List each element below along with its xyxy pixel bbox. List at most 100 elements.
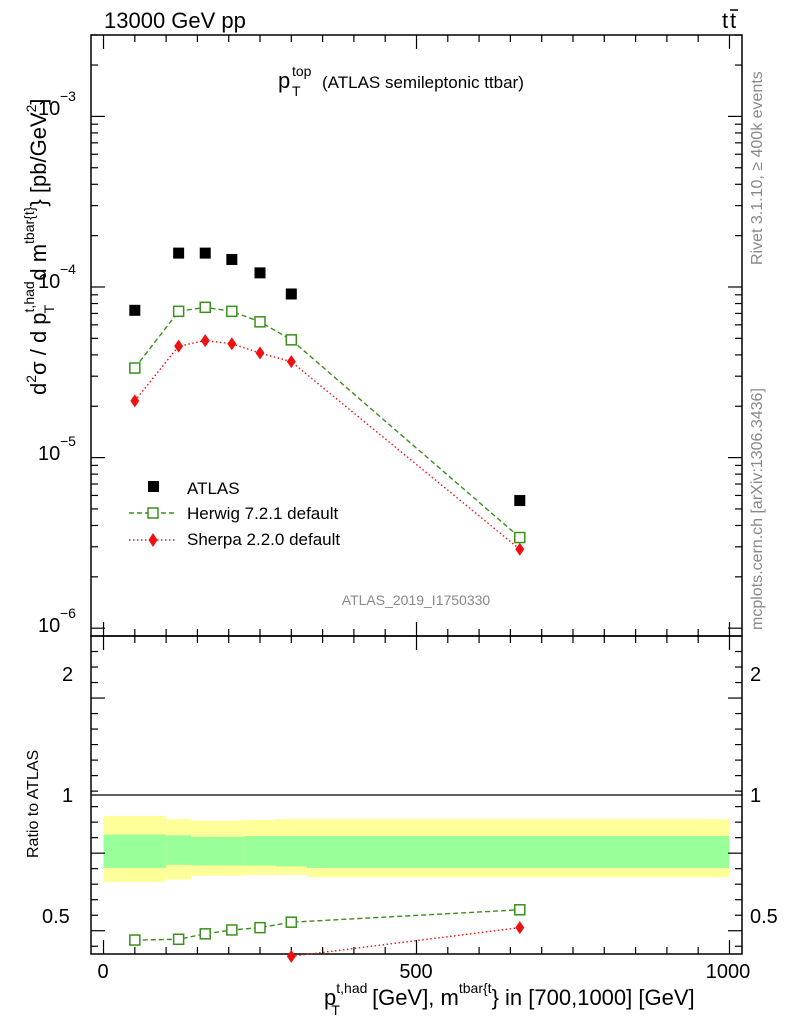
ylabel-sigma: σ / d p	[26, 312, 51, 375]
data-series	[129, 247, 526, 963]
ratio-band-inner-3	[219, 836, 245, 866]
point-herwig-7-2-1-default-1	[172, 305, 185, 318]
legend-herwig-marker	[147, 507, 159, 519]
ratio-point-herwig-7-2-1-default-1	[172, 933, 185, 946]
plot-title: p top T (ATLAS semileptonic ttbar)	[278, 63, 524, 99]
ratio-band-inner-1	[166, 835, 192, 865]
ytick-1e-4-exp: −4	[60, 261, 76, 277]
point-herwig-7-2-1-default-5	[285, 334, 298, 346]
point-sherpa-2-2-0-default-5	[286, 355, 296, 369]
title-p: p	[278, 68, 290, 93]
ratio-y-tick-labels: 2 1 0.5 2 1 0.5	[42, 664, 778, 928]
xlabel-sub: T	[331, 1002, 340, 1018]
legend: ATLAS Herwig 7.2.1 default Sherpa 2.2.0 …	[129, 479, 340, 549]
legend-atlas-marker	[148, 481, 159, 492]
rivet-version-label: Rivet 3.1.10, ≥ 400k events	[749, 71, 766, 265]
ratio-point-herwig-7-2-1-default-6	[514, 904, 526, 916]
ratio-point-herwig-7-2-1-default-2	[199, 928, 211, 940]
header-process-label: t t	[722, 8, 738, 33]
point-atlas-5	[285, 288, 297, 300]
ytick-1e-6-base: 10	[38, 615, 60, 637]
header-t: t	[722, 8, 728, 33]
title-sub: T	[292, 83, 301, 99]
ratio-point-herwig-7-2-1-default-3	[226, 924, 238, 936]
ratio-y-axis-label: Ratio to ATLAS	[25, 750, 42, 858]
point-atlas-0	[129, 304, 141, 316]
header-collision-label: 13000 GeV pp	[104, 8, 246, 33]
series-line-herwig-7-2-1-default	[134, 306, 521, 539]
ytick-1e-3-base: 10	[38, 98, 60, 120]
axis-ticks	[91, 34, 742, 954]
ratio-line-sherpa-2-2-0-default	[291, 926, 520, 958]
point-atlas-2	[199, 247, 211, 259]
x-tick-labels: 0 500 1000	[97, 961, 750, 983]
ratio-point-sherpa-2-2-0-default-1	[515, 921, 525, 935]
ytick-1e-5-base: 10	[38, 443, 60, 465]
point-herwig-7-2-1-default-4	[254, 316, 266, 328]
title-sup: top	[292, 63, 312, 79]
ytick-1e-6-exp: −6	[60, 605, 76, 621]
ylabel-sup2: tbar{t}	[21, 206, 37, 244]
ytick-1e-3-exp: −3	[60, 88, 76, 104]
ratio-band-inner-0	[103, 834, 167, 868]
legend-herwig-label: Herwig 7.2.1 default	[187, 504, 338, 523]
point-sherpa-2-2-0-default-2	[200, 334, 210, 348]
ratio-band-inner-6	[306, 836, 730, 868]
xtick-500: 500	[399, 961, 432, 983]
ratio-point-herwig-7-2-1-default-4	[254, 921, 266, 934]
main-y-axis-label: d2σ / d pt,had T d mtbar{t}} [pb/GeV2]	[21, 98, 57, 395]
ylabel-sq: 2	[23, 375, 39, 383]
point-sherpa-2-2-0-default-1	[174, 339, 184, 353]
main-y-tick-labels: 10 −3 10 −4 10 −5 10 −6	[38, 88, 76, 637]
ratio-ytick-1-left: 1	[62, 785, 73, 807]
ratio-band-inner-5	[275, 836, 307, 867]
point-atlas-4	[254, 267, 266, 279]
point-herwig-7-2-1-default-3	[226, 305, 238, 318]
point-sherpa-2-2-0-default-6	[515, 542, 525, 556]
point-herwig-7-2-1-default-2	[199, 301, 211, 314]
ratio-band-inner-4	[244, 836, 276, 866]
ratio-ytick-05-left: 0.5	[42, 906, 70, 928]
point-atlas-3	[226, 253, 238, 265]
point-herwig-7-2-1-default-0	[129, 362, 141, 374]
legend-atlas-label: ATLAS	[187, 479, 240, 498]
xlabel-mid: [GeV], m	[366, 985, 459, 1010]
ratio-ytick-2-right: 2	[750, 664, 761, 686]
header-tbar: t	[730, 8, 736, 33]
xlabel-p: p	[324, 985, 336, 1010]
ratio-point-herwig-7-2-1-default-0	[129, 934, 141, 946]
ytick-1e-5-exp: −5	[60, 433, 76, 449]
ylabel-close: } [pb/GeV	[26, 112, 51, 207]
point-atlas-6	[514, 495, 526, 507]
point-sherpa-2-2-0-default-4	[255, 346, 265, 360]
ylabel-d: d	[26, 383, 51, 395]
xlabel-sup1: t,had	[336, 980, 367, 996]
ratio-ytick-2-left: 2	[62, 664, 73, 686]
x-axis-label: pt,had T [GeV], mtbar{t} in [700,1000] [G…	[324, 980, 695, 1018]
point-sherpa-2-2-0-default-3	[227, 337, 237, 351]
ylabel-sub1: T	[41, 304, 57, 313]
xtick-0: 0	[97, 961, 108, 983]
ylabel-end: ]	[26, 98, 51, 104]
xlabel-end: } in [700,1000] [GeV]	[492, 985, 695, 1010]
analysis-id-label: ATLAS_2019_I1750330	[342, 592, 491, 608]
point-herwig-7-2-1-default-6	[514, 531, 526, 544]
ylabel-sup1: t,had	[21, 281, 37, 312]
xtick-1000: 1000	[706, 961, 751, 983]
point-sherpa-2-2-0-default-0	[130, 394, 140, 408]
ratio-line-herwig-7-2-1-default	[134, 909, 520, 941]
legend-sherpa-marker	[148, 533, 158, 547]
ratio-uncertainty-bands	[103, 815, 730, 882]
ratio-point-sherpa-2-2-0-default-0	[286, 949, 296, 963]
ratio-band-inner-2	[191, 836, 220, 866]
legend-sherpa-label: Sherpa 2.2.0 default	[187, 530, 340, 549]
mcplots-label: mcplots.cern.ch [arXiv:1306.3436]	[749, 388, 766, 630]
ytick-1e-4-base: 10	[38, 271, 60, 293]
ratio-point-herwig-7-2-1-default-5	[285, 916, 298, 928]
xlabel-sup2: tbar{t	[459, 980, 492, 996]
point-atlas-1	[173, 247, 185, 259]
ratio-ytick-1-right: 1	[750, 785, 761, 807]
ratio-ytick-05-right: 0.5	[750, 906, 778, 928]
ylabel-sq2: 2	[23, 104, 39, 112]
